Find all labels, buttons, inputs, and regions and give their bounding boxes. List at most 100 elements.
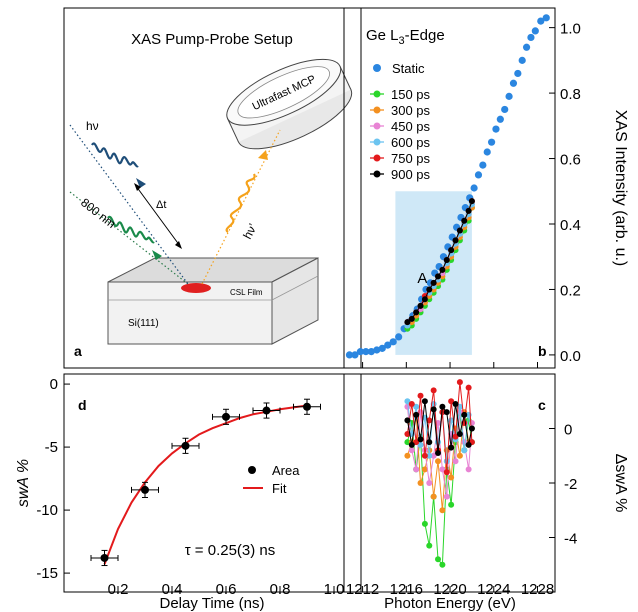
- point-0-36: [514, 69, 522, 78]
- point-0-9: [395, 333, 403, 341]
- c-point-3-2: [413, 403, 420, 410]
- c-point-2-0: [404, 403, 411, 410]
- delay-arrowhead-top: [134, 183, 141, 191]
- c-point-5-1: [408, 441, 415, 448]
- c-point-2-5: [426, 480, 433, 486]
- c-point-0-4: [421, 520, 428, 527]
- legend-marker-4: [373, 138, 381, 146]
- c-point-5-14: [465, 441, 472, 448]
- d-x-tick-label-4: 1.0: [324, 581, 345, 598]
- substrate-label: Si(111): [128, 318, 159, 329]
- probe-pulse: [91, 142, 139, 168]
- tau-annotation: τ = 0.25(3) ns: [185, 542, 276, 559]
- legend-label-0: Static: [392, 61, 425, 76]
- c-y-tick-label-2: -4: [564, 531, 577, 548]
- point-0-27: [474, 171, 483, 179]
- point-0-7: [384, 341, 392, 349]
- area-point-4: [262, 406, 271, 415]
- c-point-4-11: [452, 433, 459, 440]
- point-0-6: [378, 344, 386, 352]
- panel-d-frame: [63, 373, 362, 593]
- laser-spot: [181, 283, 211, 293]
- panel-c-x-axis-label: Photon Energy (eV): [384, 595, 516, 612]
- c-y-tick-label-0: 0: [564, 422, 572, 439]
- d-y-tick-label-0: 0: [50, 376, 58, 393]
- c-point-2-2: [413, 466, 420, 473]
- point-0-40: [531, 27, 539, 35]
- legend-label-6: 900 ps: [391, 167, 431, 182]
- panel-b-frame: [343, 7, 556, 369]
- panel-c: 0 -2 -4 1212 1216 1220 1224 1228 c Photon Energ…: [343, 373, 629, 612]
- panel-b-title: Ge L3-Edge: [366, 27, 445, 47]
- c-point-2-11: [452, 458, 459, 465]
- legend-label-2: 300 ps: [391, 103, 431, 118]
- point-0-34: [505, 92, 513, 100]
- d-y-tick-label-2: -10: [36, 502, 58, 519]
- panel-c-ticks: 0 -2 -4 1212 1216 1220 1224 1228: [346, 422, 577, 599]
- c-point-5-7: [435, 450, 442, 457]
- c-x-tick-label-0: 1212: [346, 581, 379, 598]
- point-0-26: [470, 184, 478, 192]
- point-6-1: [408, 315, 415, 322]
- c-point-4-5: [426, 417, 433, 424]
- c-point-0-10: [448, 501, 455, 508]
- c-point-4-0: [404, 430, 411, 437]
- substrate-box: CSL Film Si(111): [107, 257, 319, 345]
- c-point-1-4: [421, 466, 428, 473]
- point-0-8: [389, 338, 397, 346]
- c-point-5-10: [448, 444, 455, 451]
- point-6-9: [443, 257, 450, 263]
- d-x-tick-label-2: 0.6: [216, 581, 237, 598]
- emitted-arrow: [258, 150, 268, 160]
- point-6-14: [465, 207, 472, 214]
- emitted-pulse: [225, 173, 256, 233]
- panel-d-marks: [90, 398, 321, 567]
- c-point-5-12: [456, 430, 463, 437]
- y-tick-label-1: 0.2: [560, 282, 581, 299]
- legend-area-marker: [248, 466, 256, 474]
- c-point-4-3: [417, 392, 424, 399]
- point-0-2: [356, 348, 364, 356]
- c-point-3-0: [404, 398, 411, 405]
- legend-area-label: Area: [272, 463, 300, 478]
- c-point-5-0: [404, 417, 411, 424]
- panel-d-letter: d: [78, 397, 87, 413]
- panel-d-x-axis-label: Delay Time (ns): [159, 595, 264, 612]
- point-6-7: [435, 273, 442, 280]
- point-6-2: [413, 309, 420, 316]
- legend-marker-5: [373, 154, 381, 162]
- c-point-2-14: [465, 466, 472, 473]
- panel-c-marks: [404, 379, 475, 568]
- point-0-37: [518, 56, 526, 64]
- c-point-4-6: [430, 387, 437, 394]
- legend-marker-2: [373, 106, 381, 114]
- d-x-tick-label-0: 0.2: [108, 581, 129, 598]
- point-6-8: [439, 266, 446, 273]
- d-x-tick-label-1: 0.4: [162, 581, 183, 598]
- point-6-13: [461, 217, 468, 224]
- legend-marker-0: [373, 64, 381, 72]
- c-y-tick-label-1: -2: [564, 476, 577, 493]
- panel-b-y-axis-label: XAS Intensity (arb. u.): [612, 110, 629, 267]
- film-label: CSL Film: [230, 288, 263, 297]
- point-0-35: [509, 79, 518, 87]
- y-tick-label-2: 0.4: [560, 217, 581, 234]
- panel-b-marks: [345, 14, 550, 359]
- c-point-5-15: [468, 425, 475, 432]
- pump-pulse: [107, 215, 155, 244]
- c-x-tick-label-2: 1220: [433, 581, 466, 598]
- point-0-3: [362, 348, 370, 356]
- point-0-5: [373, 346, 381, 354]
- point-0-4: [367, 348, 375, 356]
- delay-arrow: [135, 185, 181, 247]
- c-point-4-14: [465, 384, 472, 391]
- c-point-5-3: [417, 436, 424, 443]
- y-tick-label-3: 0.6: [560, 152, 581, 169]
- panel-c-frame: [343, 373, 556, 593]
- point-6-11: [452, 237, 459, 244]
- panel-d-legend: Area Fit: [243, 463, 300, 496]
- c-series-line-5: [406, 401, 473, 454]
- point-0-33: [501, 105, 509, 114]
